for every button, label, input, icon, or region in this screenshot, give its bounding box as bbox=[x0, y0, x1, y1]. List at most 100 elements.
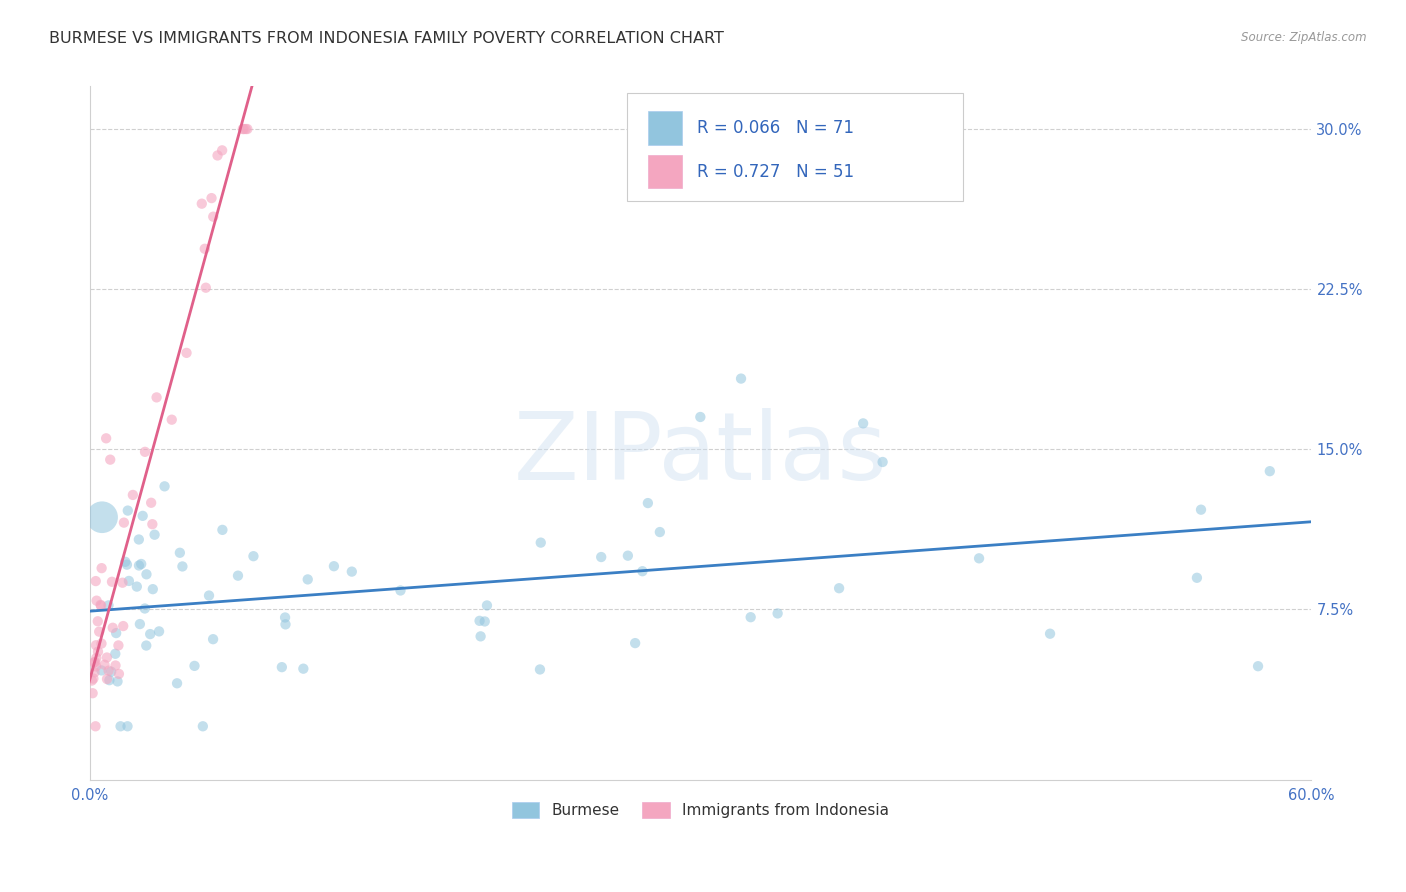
Point bbox=[107, 639, 129, 653]
Point bbox=[83, 656, 105, 670]
Point bbox=[82, 672, 104, 686]
Point bbox=[194, 281, 217, 295]
Point bbox=[202, 632, 225, 647]
Point bbox=[141, 496, 163, 510]
Point bbox=[143, 527, 166, 541]
Point bbox=[84, 574, 107, 588]
Point bbox=[101, 621, 124, 635]
Point bbox=[389, 583, 412, 598]
Point bbox=[232, 122, 254, 136]
Point bbox=[194, 242, 217, 256]
Point bbox=[166, 676, 188, 690]
Bar bbox=[648, 112, 682, 145]
Point bbox=[86, 593, 108, 607]
Point bbox=[135, 639, 157, 653]
Point bbox=[270, 660, 292, 674]
Point bbox=[191, 196, 214, 211]
Point bbox=[96, 672, 118, 686]
Point bbox=[89, 624, 111, 639]
Point bbox=[1258, 464, 1281, 478]
Point bbox=[86, 651, 108, 665]
Point bbox=[121, 488, 143, 502]
Point bbox=[730, 371, 752, 385]
Point bbox=[125, 580, 148, 594]
Point bbox=[242, 549, 264, 564]
Point bbox=[211, 523, 233, 537]
Point bbox=[183, 659, 205, 673]
Point bbox=[852, 417, 875, 431]
Point bbox=[98, 452, 121, 467]
Point bbox=[1185, 571, 1208, 585]
Point bbox=[591, 549, 613, 564]
Point bbox=[84, 655, 107, 669]
Point bbox=[172, 559, 194, 574]
Point bbox=[967, 551, 990, 566]
Point bbox=[631, 564, 654, 578]
Point bbox=[134, 445, 156, 459]
Point bbox=[104, 658, 127, 673]
Point bbox=[97, 599, 120, 613]
Point bbox=[139, 627, 162, 641]
Point bbox=[191, 719, 214, 733]
Point bbox=[766, 607, 789, 621]
Point bbox=[128, 558, 150, 573]
Point bbox=[153, 479, 176, 493]
Point bbox=[84, 659, 107, 673]
Point bbox=[740, 610, 762, 624]
Point bbox=[274, 610, 297, 624]
Point bbox=[84, 638, 107, 652]
Bar bbox=[648, 155, 682, 188]
Point bbox=[322, 559, 344, 574]
Point bbox=[87, 645, 110, 659]
Point bbox=[872, 455, 894, 469]
Point bbox=[134, 601, 156, 615]
Point bbox=[1189, 502, 1212, 516]
Point bbox=[617, 549, 640, 563]
Point bbox=[232, 122, 254, 136]
Point bbox=[90, 599, 112, 613]
Point bbox=[211, 144, 233, 158]
Point bbox=[142, 582, 165, 596]
Point bbox=[117, 503, 139, 517]
Point bbox=[129, 557, 152, 571]
Text: Source: ZipAtlas.com: Source: ZipAtlas.com bbox=[1241, 31, 1367, 45]
Point bbox=[160, 413, 183, 427]
Point bbox=[94, 431, 117, 445]
Text: BURMESE VS IMMIGRANTS FROM INDONESIA FAMILY POVERTY CORRELATION CHART: BURMESE VS IMMIGRANTS FROM INDONESIA FAM… bbox=[49, 31, 724, 46]
Point bbox=[198, 589, 221, 603]
Point bbox=[98, 673, 121, 688]
Point bbox=[530, 535, 553, 549]
Point bbox=[118, 574, 141, 588]
Point bbox=[202, 210, 225, 224]
Point bbox=[105, 626, 128, 640]
Point bbox=[90, 636, 112, 650]
Point bbox=[128, 617, 150, 632]
Point bbox=[110, 719, 132, 733]
Point bbox=[96, 650, 118, 665]
Point bbox=[828, 581, 851, 595]
Point bbox=[108, 666, 131, 681]
Point bbox=[1039, 626, 1062, 640]
Point bbox=[169, 546, 191, 560]
Point bbox=[292, 662, 315, 676]
Point bbox=[112, 619, 135, 633]
Point bbox=[235, 122, 257, 136]
Point bbox=[82, 686, 104, 700]
Point bbox=[104, 647, 127, 661]
Text: R = 0.727   N = 51: R = 0.727 N = 51 bbox=[697, 162, 853, 180]
Point bbox=[93, 657, 115, 672]
Point bbox=[115, 558, 138, 572]
Point bbox=[107, 674, 129, 689]
Point bbox=[200, 191, 222, 205]
Point bbox=[624, 636, 647, 650]
Text: ZIPatlas: ZIPatlas bbox=[513, 408, 887, 500]
Point bbox=[80, 673, 103, 688]
Point bbox=[100, 665, 122, 679]
Point bbox=[340, 565, 363, 579]
Point bbox=[176, 346, 198, 360]
Point bbox=[111, 575, 134, 590]
Text: R = 0.066   N = 71: R = 0.066 N = 71 bbox=[697, 119, 853, 137]
Point bbox=[148, 624, 170, 639]
Point bbox=[117, 719, 139, 733]
Point bbox=[101, 574, 124, 589]
